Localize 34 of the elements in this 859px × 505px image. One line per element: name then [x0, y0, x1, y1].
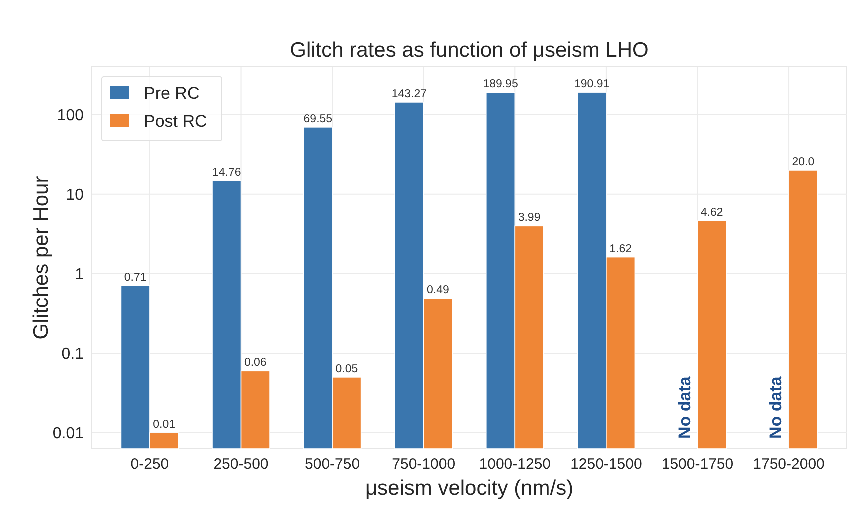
x-tick-label: 1750-2000: [753, 456, 825, 473]
data-label: 0.05: [336, 363, 358, 376]
x-tick-label: 0-250: [130, 456, 170, 473]
y-tick-label: 0.01: [52, 426, 84, 443]
data-label: 0.49: [427, 284, 450, 297]
y-tick-label: 0.1: [62, 346, 84, 364]
data-label: 0.71: [124, 272, 147, 284]
y-tick-label: 1: [75, 266, 84, 284]
x-tick-label: 500-750: [305, 456, 360, 473]
x-tick-label: 250-500: [214, 456, 269, 473]
data-label: 3.99: [518, 212, 541, 224]
data-label: 189.95: [483, 78, 518, 91]
data-label: 143.27: [392, 88, 428, 100]
x-tick-label: 1000-1250: [479, 456, 552, 473]
y-tick-label: 100: [57, 107, 84, 124]
data-label: 69.55: [304, 113, 333, 126]
data-label: 20.0: [792, 156, 815, 168]
x-tick-label: 1500-1750: [662, 456, 734, 473]
data-label: 1.62: [610, 243, 632, 256]
data-label: 190.91: [574, 78, 610, 91]
data-label: 0.01: [153, 419, 176, 432]
chart-title: Glitch rates as function of μseism LHO: [290, 39, 649, 62]
x-axis-title: μseism velocity (nm/s): [365, 477, 574, 500]
data-label: 4.62: [700, 207, 724, 220]
legend-label: Pre RC: [144, 84, 200, 103]
annotation: No data: [766, 376, 786, 440]
data-label: 14.76: [212, 166, 242, 179]
y-tick-label: 10: [66, 187, 84, 204]
y-axis-title: Glitches per Hour: [30, 176, 53, 340]
x-tick-label: 1250-1500: [570, 456, 642, 473]
legend-label: Post RC: [144, 112, 208, 131]
annotation: No data: [675, 376, 694, 440]
data-label: 0.06: [244, 357, 267, 370]
x-tick-label: 750-1000: [392, 456, 456, 473]
